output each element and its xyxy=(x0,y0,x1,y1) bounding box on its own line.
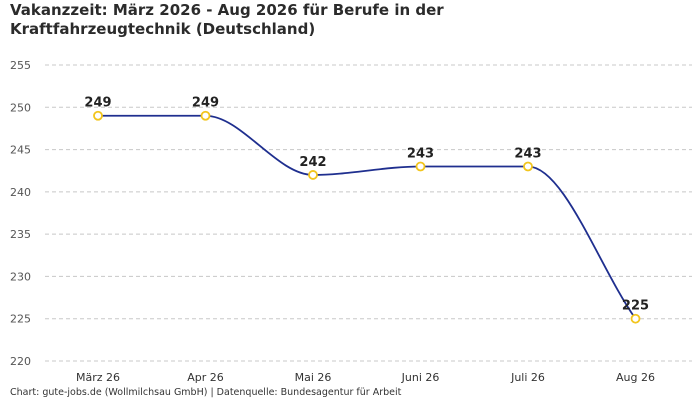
data-point xyxy=(523,161,533,172)
data-label: 243 xyxy=(514,146,541,161)
chart-title: Vakanzzeit: März 2026 - Aug 2026 für Ber… xyxy=(10,1,444,38)
data-point xyxy=(630,313,641,324)
y-tick-label: 245 xyxy=(10,144,31,157)
x-tick-label: Mai 26 xyxy=(295,371,332,384)
x-tick-label: März 26 xyxy=(76,371,120,384)
x-tick-label: Juli 26 xyxy=(510,371,545,384)
data-point xyxy=(93,110,103,121)
y-tick-label: 250 xyxy=(10,101,31,114)
y-tick-label: 220 xyxy=(10,355,31,368)
y-tick-label: 240 xyxy=(10,186,31,199)
data-label: 249 xyxy=(192,96,219,111)
x-tick-label: Aug 26 xyxy=(616,371,655,384)
chart-footer: Chart: gute-jobs.de (Wollmilchsau GmbH) … xyxy=(10,387,402,398)
y-tick-label: 225 xyxy=(10,313,31,326)
data-point xyxy=(200,110,211,121)
y-tick-label: 230 xyxy=(10,270,31,283)
y-tick-label: 235 xyxy=(10,228,31,241)
x-tick-label: Apr 26 xyxy=(187,371,224,384)
data-label: 243 xyxy=(407,146,434,161)
data-label: 225 xyxy=(622,299,649,314)
data-label: 249 xyxy=(84,96,111,111)
data-point xyxy=(308,170,318,180)
data-label: 242 xyxy=(299,155,326,170)
series-line xyxy=(98,114,637,320)
data-point xyxy=(415,161,426,172)
y-tick-label: 255 xyxy=(10,59,31,72)
x-tick-label: Juni 26 xyxy=(401,371,440,384)
